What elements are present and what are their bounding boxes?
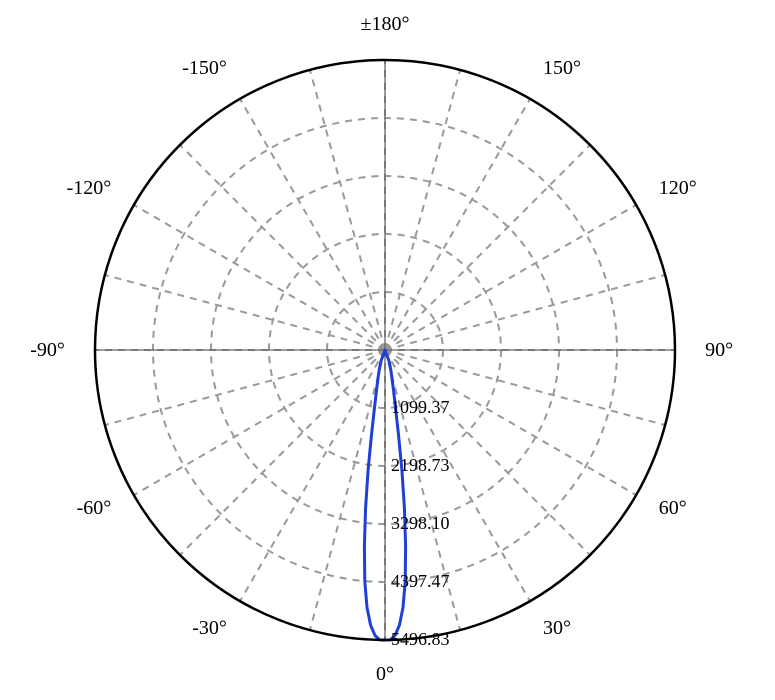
radial-tick-label: 3298.10 [391, 513, 450, 533]
angle-label: -120° [67, 177, 112, 199]
angle-label: 0° [376, 663, 394, 685]
angle-label: -60° [77, 497, 112, 519]
angle-label: -90° [30, 339, 65, 361]
angle-label: -30° [192, 617, 227, 639]
polar-chart: ±180° 150° 120° 90° 60° 30° 0° -30° -60° -90° -120… [0, 0, 775, 700]
radial-tick-label: 2198.73 [391, 455, 450, 475]
angle-label: 120° [659, 177, 697, 199]
angle-label: 30° [543, 617, 571, 639]
angle-label: 150° [543, 57, 581, 79]
radial-tick-label: 4397.47 [391, 571, 450, 591]
angle-label: 90° [705, 339, 733, 361]
angle-label: 60° [659, 497, 687, 519]
angle-label: -150° [182, 57, 227, 79]
angle-label: ±180° [361, 13, 410, 35]
radial-tick-label: 1099.37 [391, 397, 450, 417]
